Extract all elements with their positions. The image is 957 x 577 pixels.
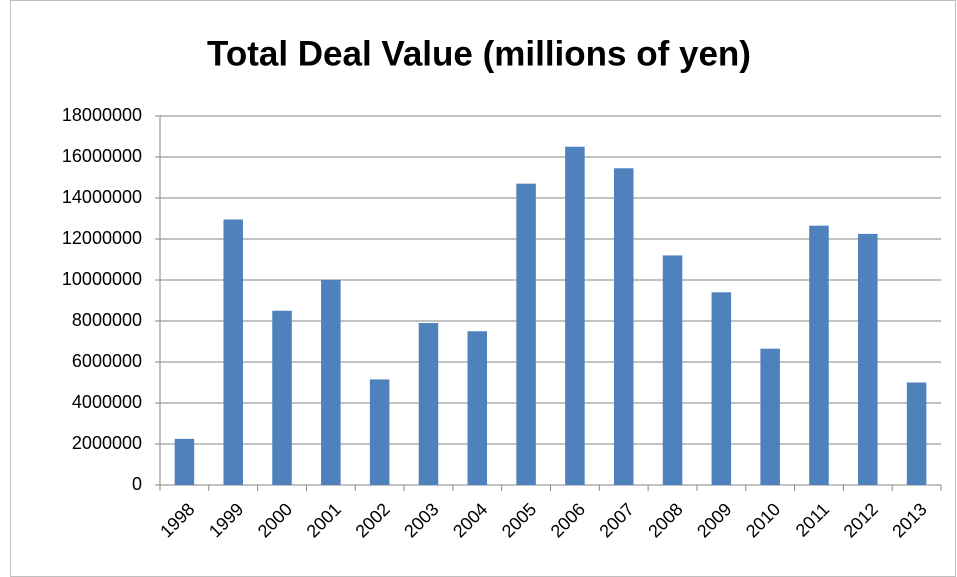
- y-tick-label: 16000000: [62, 146, 142, 166]
- y-tick-label: 4000000: [72, 392, 142, 412]
- bar: [809, 225, 829, 486]
- bar: [858, 233, 878, 485]
- bar: [467, 331, 488, 485]
- bar: [760, 348, 780, 485]
- y-tick-label: 0: [132, 474, 142, 494]
- y-tick-label: 8000000: [72, 310, 142, 330]
- bar: [272, 310, 292, 485]
- chart-title: Total Deal Value (millions of yen): [207, 34, 751, 73]
- bar: [321, 280, 341, 485]
- y-tick-label: 6000000: [72, 351, 142, 371]
- bar: [711, 292, 732, 485]
- y-tick-label: 14000000: [62, 187, 142, 207]
- bar: [516, 183, 536, 485]
- bar: [565, 146, 585, 485]
- y-tick-label: 18000000: [62, 105, 142, 125]
- y-tick-label: 12000000: [62, 228, 142, 248]
- bar: [418, 323, 439, 485]
- y-tick-label: 10000000: [62, 269, 142, 289]
- bar: [223, 219, 243, 485]
- bar: [369, 379, 390, 485]
- bar: [613, 168, 634, 485]
- bar: [906, 382, 927, 485]
- bar: [662, 255, 683, 485]
- bar: [174, 438, 195, 485]
- y-tick-label: 2000000: [72, 433, 142, 453]
